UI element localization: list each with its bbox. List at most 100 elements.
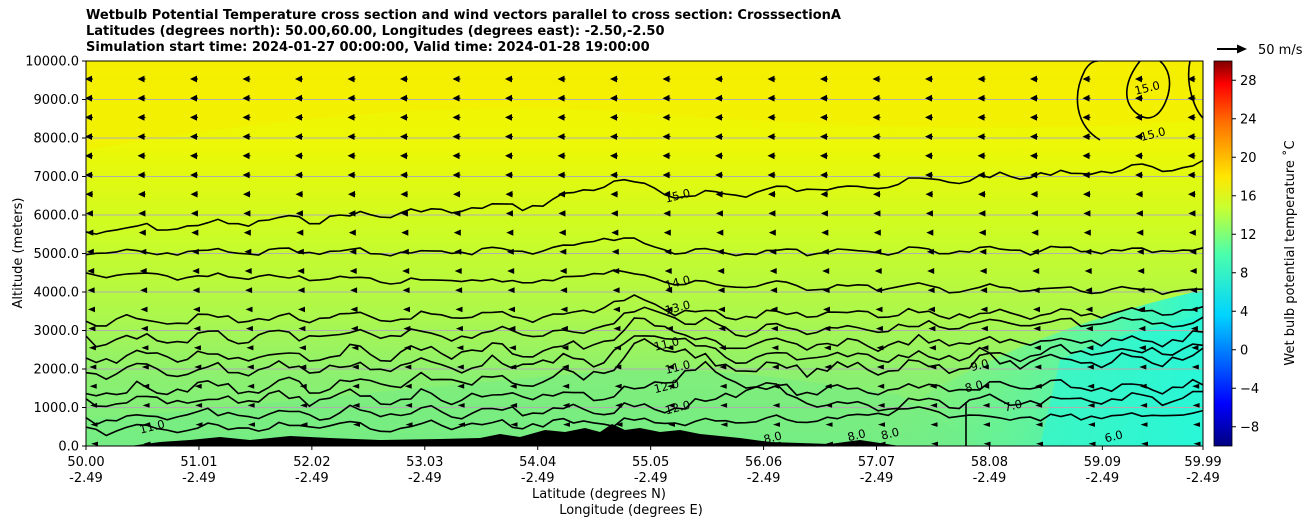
wind-arrow bbox=[667, 403, 675, 408]
wind-arrow bbox=[1088, 422, 1095, 427]
contour-label: 14.0 bbox=[664, 272, 692, 292]
wind-arrow bbox=[352, 383, 360, 389]
wind-arrow bbox=[138, 229, 146, 236]
wind-arrow bbox=[137, 171, 145, 179]
wind-arrow bbox=[1031, 229, 1039, 236]
wind-arrow bbox=[663, 210, 671, 217]
wind-arrow bbox=[1136, 248, 1144, 255]
wind-arrow bbox=[351, 364, 359, 370]
wind-arrow bbox=[142, 403, 150, 408]
wind-arrow bbox=[715, 190, 723, 198]
contour-label: 9.0 bbox=[969, 356, 990, 374]
wind-arrow bbox=[980, 287, 988, 294]
wind-arrow bbox=[510, 422, 518, 427]
wind-arrow bbox=[925, 114, 932, 121]
wind-arrow bbox=[557, 171, 565, 179]
wind-arrow bbox=[1192, 403, 1200, 408]
wind-arrow bbox=[978, 190, 985, 198]
wind-arrow bbox=[297, 268, 305, 274]
wind-arrow bbox=[509, 364, 517, 370]
title-line-2: Latitudes (degrees north): 50.00,60.00, … bbox=[86, 24, 665, 39]
wind-arrow bbox=[823, 345, 831, 351]
wind-arrow bbox=[193, 345, 201, 351]
contour-14 bbox=[86, 237, 1203, 257]
wind-arrow bbox=[1033, 345, 1041, 351]
wind-arrow bbox=[771, 345, 779, 351]
wind-arrow bbox=[662, 171, 670, 179]
wind-arrow bbox=[717, 287, 725, 294]
wind-arrow bbox=[1187, 94, 1195, 102]
wind-arrow bbox=[820, 171, 828, 179]
wind-arrow bbox=[403, 345, 411, 351]
wind-arrow bbox=[876, 345, 884, 351]
wind-arrow bbox=[349, 248, 357, 255]
wind-arrow bbox=[668, 422, 675, 427]
x-tick-label-lat: 58.08 bbox=[971, 455, 1008, 470]
x-tick-label-lat: 59.09 bbox=[1084, 455, 1121, 470]
wind-arrow bbox=[246, 364, 254, 370]
x-axis-label-line-1: Latitude (degrees N) bbox=[532, 487, 666, 502]
wind-arrow bbox=[557, 133, 565, 140]
wind-arrow bbox=[143, 422, 150, 427]
wind-arrow bbox=[1138, 306, 1145, 313]
y-axis-label: Altitude (meters) bbox=[11, 198, 26, 309]
wind-arrow bbox=[87, 287, 95, 294]
wind-arrow bbox=[662, 152, 670, 160]
wind-arrow bbox=[768, 190, 775, 198]
wind-arrow bbox=[930, 403, 938, 408]
wind-arrow bbox=[299, 383, 307, 389]
wind-arrow bbox=[928, 325, 936, 332]
wind-arrow bbox=[715, 114, 722, 121]
wind-arrow bbox=[982, 383, 990, 389]
wind-arrow bbox=[610, 152, 617, 160]
wind-arrow bbox=[612, 287, 620, 294]
wind-arrow bbox=[510, 403, 518, 408]
wind-arrow bbox=[86, 152, 92, 160]
wind-arrow bbox=[1084, 268, 1092, 274]
contour-label: 11.0 bbox=[138, 417, 166, 437]
x-tick-label-lon: -2.49 bbox=[182, 471, 216, 486]
colorbar-tick-label: 16 bbox=[1240, 189, 1257, 204]
contour-label: 11.0 bbox=[652, 334, 680, 354]
wind-arrow bbox=[1031, 248, 1039, 255]
wind-arrow bbox=[1189, 268, 1197, 274]
wind-arrow bbox=[457, 383, 465, 389]
y-tick-label: 0.0 bbox=[58, 440, 79, 455]
wind-arrow bbox=[560, 287, 568, 294]
colorbar-tick-label: −8 bbox=[1240, 420, 1259, 435]
x-tick-label-lat: 51.01 bbox=[180, 455, 217, 470]
grid-lines bbox=[86, 99, 1203, 408]
wind-arrow bbox=[557, 114, 565, 121]
wind-arrow bbox=[562, 383, 570, 389]
wind-arrow bbox=[505, 171, 513, 179]
wind-arrow bbox=[1082, 75, 1090, 83]
wind-arrow bbox=[1191, 364, 1199, 370]
wind-arrow bbox=[981, 364, 989, 370]
wind-arrow bbox=[452, 94, 460, 102]
wind-arrow bbox=[772, 403, 780, 408]
wind-arrow bbox=[348, 210, 356, 217]
contour-9 bbox=[86, 360, 1203, 408]
wind-arrow bbox=[453, 229, 461, 236]
wind-arrow bbox=[458, 422, 465, 427]
contour-label: 11.0 bbox=[664, 357, 692, 377]
wind-arrow bbox=[666, 364, 674, 370]
y-tick-label: 1000.0 bbox=[34, 401, 80, 416]
wind-arrow bbox=[662, 114, 670, 121]
wind-arrow bbox=[771, 364, 779, 370]
contour-lines bbox=[86, 61, 1203, 446]
wind-arrow bbox=[89, 364, 97, 370]
colorbar-tick-label: −4 bbox=[1240, 382, 1259, 397]
wind-arrow bbox=[349, 268, 357, 274]
wind-arrow bbox=[400, 190, 408, 198]
wind-arrow bbox=[715, 210, 723, 217]
wind-arrow bbox=[298, 345, 306, 351]
wind-arrow bbox=[768, 229, 776, 236]
wind-arrow bbox=[352, 403, 360, 408]
wind-arrow bbox=[1135, 210, 1143, 217]
wind-arrow bbox=[244, 248, 252, 255]
x-tick-label-lat: 54.04 bbox=[519, 455, 556, 470]
wind-arrow bbox=[876, 364, 884, 370]
wind-arrow bbox=[874, 268, 882, 274]
wind-arrow bbox=[505, 152, 512, 160]
